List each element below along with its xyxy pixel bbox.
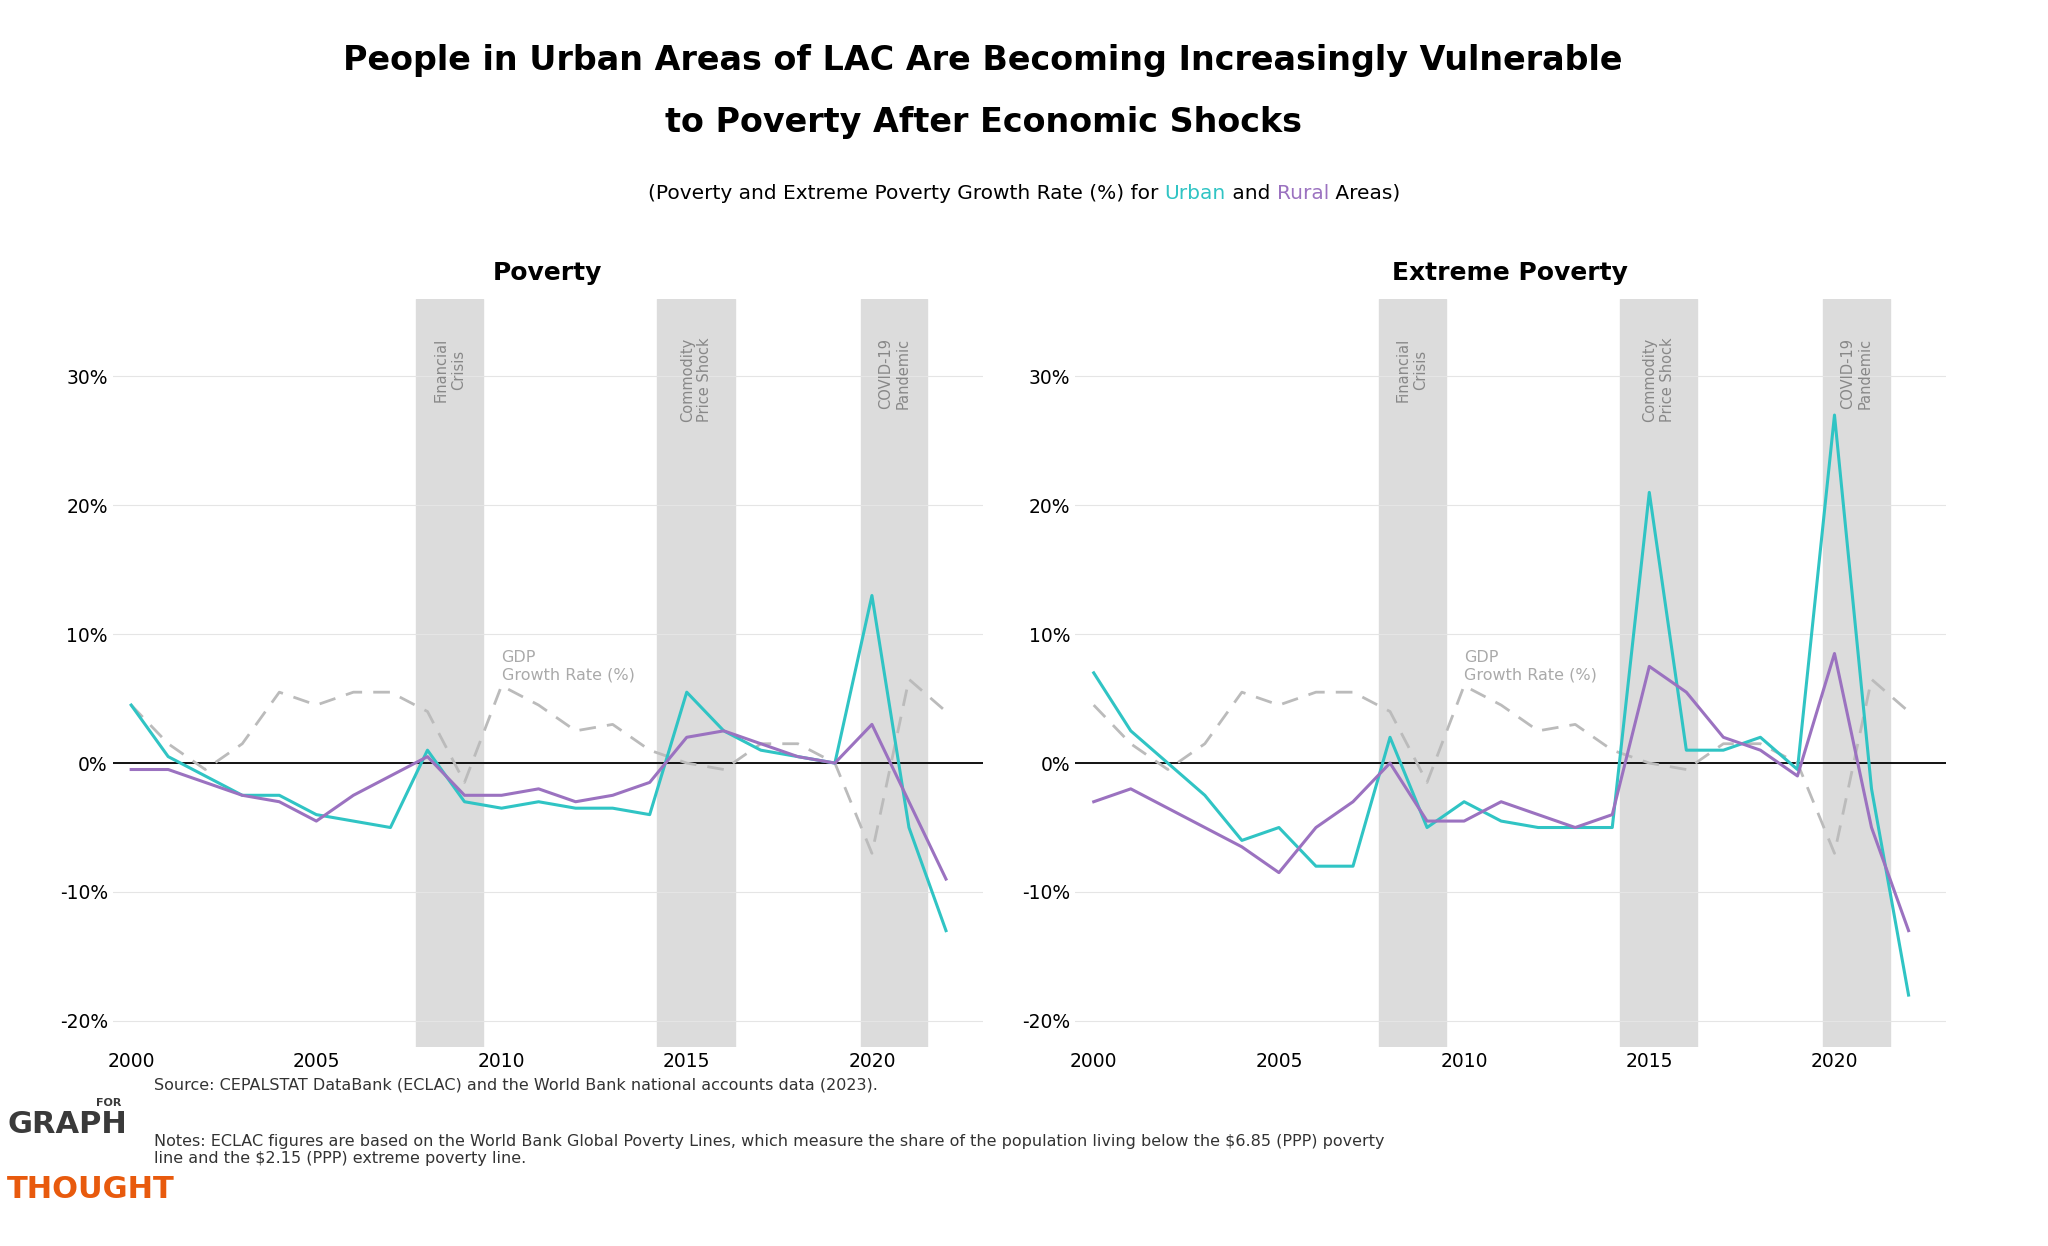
Text: to Poverty After Economic Shocks: to Poverty After Economic Shocks <box>664 106 1303 138</box>
Bar <box>657 299 735 1047</box>
Bar <box>1620 299 1698 1047</box>
Text: Notes: ECLAC figures are based on the World Bank Global Poverty Lines, which mea: Notes: ECLAC figures are based on the Wo… <box>154 1134 1384 1166</box>
Text: COVID-19
Pandemic: COVID-19 Pandemic <box>879 338 911 409</box>
Text: GDP
Growth Rate (%): GDP Growth Rate (%) <box>1464 650 1597 683</box>
Bar <box>1823 299 1890 1047</box>
Title: Extreme Poverty: Extreme Poverty <box>1393 260 1628 284</box>
Text: GRAPH: GRAPH <box>8 1110 127 1139</box>
Text: Financial
Crisis: Financial Crisis <box>434 338 465 402</box>
Text: Financial
Crisis: Financial Crisis <box>1397 338 1427 402</box>
Text: U N: U N <box>1911 265 1964 293</box>
Text: COVID-19
Pandemic: COVID-19 Pandemic <box>1841 338 1874 409</box>
Text: Source: CEPALSTAT DataBank (ECLAC) and the World Bank national accounts data (20: Source: CEPALSTAT DataBank (ECLAC) and t… <box>154 1078 877 1093</box>
Text: D P: D P <box>1911 378 1964 405</box>
Text: THOUGHT: THOUGHT <box>8 1175 174 1204</box>
Text: and: and <box>1227 183 1276 203</box>
Text: Commodity
Price Shock: Commodity Price Shock <box>1642 338 1675 422</box>
Text: GDP
Growth Rate (%): GDP Growth Rate (%) <box>502 650 635 683</box>
Text: FOR: FOR <box>96 1099 121 1109</box>
Text: People in Urban Areas of LAC Are Becoming Increasingly Vulnerable: People in Urban Areas of LAC Are Becomin… <box>344 44 1622 76</box>
Text: (Poverty and Extreme Poverty Growth Rate (%) for: (Poverty and Extreme Poverty Growth Rate… <box>647 183 1165 203</box>
Bar <box>1378 299 1446 1047</box>
Bar <box>860 299 928 1047</box>
Text: Commodity
Price Shock: Commodity Price Shock <box>680 338 713 422</box>
Text: Areas): Areas) <box>1329 183 1401 203</box>
Text: Rural: Rural <box>1276 183 1329 203</box>
Text: Urban: Urban <box>1165 183 1227 203</box>
Bar <box>416 299 483 1047</box>
Title: Poverty: Poverty <box>494 260 602 284</box>
